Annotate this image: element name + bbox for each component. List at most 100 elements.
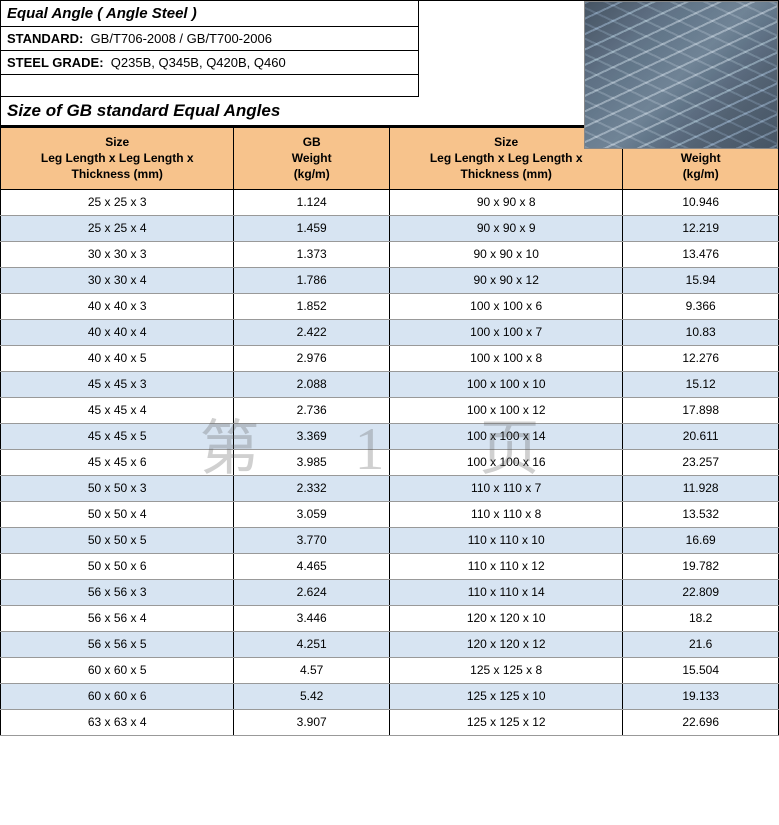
table-cell: 22.809 bbox=[623, 579, 779, 605]
table-cell: 120 x 120 x 10 bbox=[389, 605, 622, 631]
table-cell: 3.907 bbox=[234, 709, 390, 735]
table-cell: 1.786 bbox=[234, 267, 390, 293]
table-cell: 12.276 bbox=[623, 345, 779, 371]
table-cell: 63 x 63 x 4 bbox=[1, 709, 234, 735]
table-cell: 100 x 100 x 7 bbox=[389, 319, 622, 345]
product-title: Equal Angle ( Angle Steel ) bbox=[1, 1, 419, 27]
grade-value: Q235B, Q345B, Q420B, Q460 bbox=[111, 55, 286, 70]
table-row: 56 x 56 x 32.624110 x 110 x 1422.809 bbox=[1, 579, 779, 605]
table-cell: 110 x 110 x 12 bbox=[389, 553, 622, 579]
table-cell: 110 x 110 x 14 bbox=[389, 579, 622, 605]
table-row: 60 x 60 x 65.42125 x 125 x 1019.133 bbox=[1, 683, 779, 709]
table-cell: 30 x 30 x 3 bbox=[1, 241, 234, 267]
header-empty-row bbox=[1, 75, 419, 97]
grade-row: STEEL GRADE: Q235B, Q345B, Q420B, Q460 bbox=[1, 51, 419, 75]
table-cell: 25 x 25 x 3 bbox=[1, 189, 234, 215]
table-row: 50 x 50 x 53.770110 x 110 x 1016.69 bbox=[1, 527, 779, 553]
col-size-l1: Size bbox=[105, 135, 129, 149]
table-row: 25 x 25 x 31.12490 x 90 x 810.946 bbox=[1, 189, 779, 215]
table-cell: 20.611 bbox=[623, 423, 779, 449]
table-row: 63 x 63 x 43.907125 x 125 x 1222.696 bbox=[1, 709, 779, 735]
col-size2-l2: Leg Length x Leg Length x bbox=[430, 151, 583, 165]
table-row: 50 x 50 x 64.465110 x 110 x 1219.782 bbox=[1, 553, 779, 579]
product-photo bbox=[584, 1, 778, 149]
table-cell: 100 x 100 x 10 bbox=[389, 371, 622, 397]
col-wt2-l2: Weight bbox=[681, 151, 721, 165]
table-cell: 56 x 56 x 5 bbox=[1, 631, 234, 657]
table-row: 50 x 50 x 32.332110 x 110 x 711.928 bbox=[1, 475, 779, 501]
table-row: 50 x 50 x 43.059110 x 110 x 813.532 bbox=[1, 501, 779, 527]
table-cell: 22.696 bbox=[623, 709, 779, 735]
table-cell: 19.133 bbox=[623, 683, 779, 709]
table-cell: 56 x 56 x 3 bbox=[1, 579, 234, 605]
table-body: 25 x 25 x 31.12490 x 90 x 810.94625 x 25… bbox=[1, 189, 779, 735]
table-row: 30 x 30 x 41.78690 x 90 x 1215.94 bbox=[1, 267, 779, 293]
standard-value: GB/T706-2008 / GB/T700-2006 bbox=[91, 31, 272, 46]
table-cell: 40 x 40 x 4 bbox=[1, 319, 234, 345]
table-cell: 3.059 bbox=[234, 501, 390, 527]
table-cell: 2.624 bbox=[234, 579, 390, 605]
table-cell: 2.736 bbox=[234, 397, 390, 423]
table-cell: 17.898 bbox=[623, 397, 779, 423]
standard-row: STANDARD: GB/T706-2008 / GB/T700-2006 bbox=[1, 27, 419, 51]
table-cell: 15.12 bbox=[623, 371, 779, 397]
table-row: 60 x 60 x 54.57125 x 125 x 815.504 bbox=[1, 657, 779, 683]
table-cell: 5.42 bbox=[234, 683, 390, 709]
col-size-l2: Leg Length x Leg Length x bbox=[41, 151, 194, 165]
table-cell: 45 x 45 x 5 bbox=[1, 423, 234, 449]
table-cell: 40 x 40 x 3 bbox=[1, 293, 234, 319]
table-cell: 45 x 45 x 6 bbox=[1, 449, 234, 475]
table-cell: 100 x 100 x 14 bbox=[389, 423, 622, 449]
table-cell: 50 x 50 x 3 bbox=[1, 475, 234, 501]
table-row: 30 x 30 x 31.37390 x 90 x 1013.476 bbox=[1, 241, 779, 267]
table-cell: 125 x 125 x 8 bbox=[389, 657, 622, 683]
table-row: 40 x 40 x 31.852100 x 100 x 69.366 bbox=[1, 293, 779, 319]
table-cell: 50 x 50 x 5 bbox=[1, 527, 234, 553]
grade-label: STEEL GRADE: bbox=[7, 55, 104, 70]
table-cell: 4.251 bbox=[234, 631, 390, 657]
table-cell: 100 x 100 x 16 bbox=[389, 449, 622, 475]
table-cell: 60 x 60 x 5 bbox=[1, 657, 234, 683]
table-row: 45 x 45 x 63.985100 x 100 x 1623.257 bbox=[1, 449, 779, 475]
table-cell: 19.782 bbox=[623, 553, 779, 579]
angles-table: Size Leg Length x Leg Length x Thickness… bbox=[0, 127, 779, 736]
table-cell: 16.69 bbox=[623, 527, 779, 553]
table-cell: 30 x 30 x 4 bbox=[1, 267, 234, 293]
page-container: Equal Angle ( Angle Steel ) STANDARD: GB… bbox=[0, 0, 779, 736]
table-cell: 45 x 45 x 3 bbox=[1, 371, 234, 397]
table-cell: 40 x 40 x 5 bbox=[1, 345, 234, 371]
table-cell: 110 x 110 x 7 bbox=[389, 475, 622, 501]
table-cell: 125 x 125 x 12 bbox=[389, 709, 622, 735]
table-row: 40 x 40 x 42.422100 x 100 x 710.83 bbox=[1, 319, 779, 345]
col-size2-l1: Size bbox=[494, 135, 518, 149]
table-cell: 1.373 bbox=[234, 241, 390, 267]
table-cell: 3.369 bbox=[234, 423, 390, 449]
table-cell: 50 x 50 x 4 bbox=[1, 501, 234, 527]
header-section: Equal Angle ( Angle Steel ) STANDARD: GB… bbox=[0, 0, 779, 127]
table-row: 56 x 56 x 43.446120 x 120 x 1018.2 bbox=[1, 605, 779, 631]
table-cell: 2.088 bbox=[234, 371, 390, 397]
table-cell: 11.928 bbox=[623, 475, 779, 501]
table-row: 45 x 45 x 32.088100 x 100 x 1015.12 bbox=[1, 371, 779, 397]
table-cell: 1.852 bbox=[234, 293, 390, 319]
table-cell: 60 x 60 x 6 bbox=[1, 683, 234, 709]
col-weight-1: GB Weight (kg/m) bbox=[234, 128, 390, 190]
table-cell: 10.946 bbox=[623, 189, 779, 215]
table-cell: 18.2 bbox=[623, 605, 779, 631]
table-cell: 10.83 bbox=[623, 319, 779, 345]
table-cell: 90 x 90 x 9 bbox=[389, 215, 622, 241]
table-cell: 110 x 110 x 8 bbox=[389, 501, 622, 527]
table-cell: 110 x 110 x 10 bbox=[389, 527, 622, 553]
table-cell: 90 x 90 x 12 bbox=[389, 267, 622, 293]
col-size-1: Size Leg Length x Leg Length x Thickness… bbox=[1, 128, 234, 190]
table-cell: 13.532 bbox=[623, 501, 779, 527]
col-wt-l2: Weight bbox=[292, 151, 332, 165]
table-cell: 2.332 bbox=[234, 475, 390, 501]
table-cell: 3.446 bbox=[234, 605, 390, 631]
table-cell: 100 x 100 x 12 bbox=[389, 397, 622, 423]
table-row: 25 x 25 x 41.45990 x 90 x 912.219 bbox=[1, 215, 779, 241]
table-cell: 2.422 bbox=[234, 319, 390, 345]
table-cell: 23.257 bbox=[623, 449, 779, 475]
table-cell: 4.57 bbox=[234, 657, 390, 683]
table-cell: 4.465 bbox=[234, 553, 390, 579]
